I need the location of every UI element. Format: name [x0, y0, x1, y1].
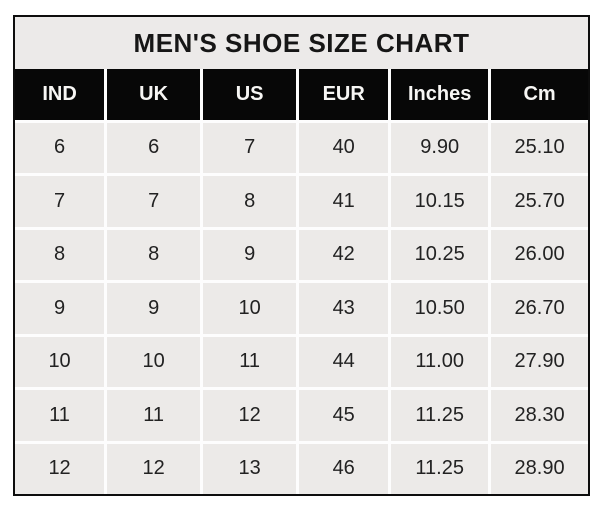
table-cell: 12	[107, 443, 201, 494]
table-cell: 9	[203, 229, 297, 280]
table-cell: 28.90	[491, 443, 588, 494]
table-cell: 10.50	[391, 283, 489, 334]
table-cell: 7	[15, 176, 105, 227]
table-cell: 41	[299, 176, 389, 227]
table-cell: 40	[299, 122, 389, 173]
table-cell: 42	[299, 229, 389, 280]
table-cell: 9.90	[391, 122, 489, 173]
column-header-cm: Cm	[491, 69, 588, 120]
column-header-ind: IND	[15, 69, 105, 120]
table-cell: 25.10	[491, 122, 588, 173]
table-cell: 11	[15, 390, 105, 441]
table-cell: 8	[107, 229, 201, 280]
table-cell: 26.00	[491, 229, 588, 280]
table-cell: 28.30	[491, 390, 588, 441]
column-header-eur: EUR	[299, 69, 389, 120]
size-table: IND UK US EUR Inches Cm 6 6 7 40 9.90 25.10 7 7 8 41 10.…	[15, 69, 588, 494]
column-header-us: US	[203, 69, 297, 120]
table-cell: 11	[203, 336, 297, 387]
table-cell: 12	[203, 390, 297, 441]
table-cell: 13	[203, 443, 297, 494]
table-cell: 26.70	[491, 283, 588, 334]
table-cell: 12	[15, 443, 105, 494]
chart-title: MEN'S SHOE SIZE CHART	[133, 27, 470, 58]
table-cell: 45	[299, 390, 389, 441]
table-cell: 10	[107, 336, 201, 387]
table-cell: 44	[299, 336, 389, 387]
chart-title-band: MEN'S SHOE SIZE CHART	[15, 17, 588, 69]
column-header-inches: Inches	[391, 69, 489, 120]
table-cell: 25.70	[491, 176, 588, 227]
table-cell: 8	[203, 176, 297, 227]
table-cell: 11.00	[391, 336, 489, 387]
shoe-size-chart: MEN'S SHOE SIZE CHART IND UK US EUR Inches Cm…	[13, 15, 590, 496]
table-cell: 7	[107, 176, 201, 227]
table-cell: 11.25	[391, 390, 489, 441]
table-cell: 6	[107, 122, 201, 173]
table-cell: 10	[203, 283, 297, 334]
table-cell: 7	[203, 122, 297, 173]
table-cell: 27.90	[491, 336, 588, 387]
table-cell: 43	[299, 283, 389, 334]
table-cell: 46	[299, 443, 389, 494]
table-cell: 10.25	[391, 229, 489, 280]
table-cell: 6	[15, 122, 105, 173]
table-cell: 8	[15, 229, 105, 280]
table-cell: 9	[107, 283, 201, 334]
table-cell: 11.25	[391, 443, 489, 494]
table-cell: 10.15	[391, 176, 489, 227]
table-cell: 10	[15, 336, 105, 387]
table-cell: 11	[107, 390, 201, 441]
table-cell: 9	[15, 283, 105, 334]
column-header-uk: UK	[107, 69, 201, 120]
